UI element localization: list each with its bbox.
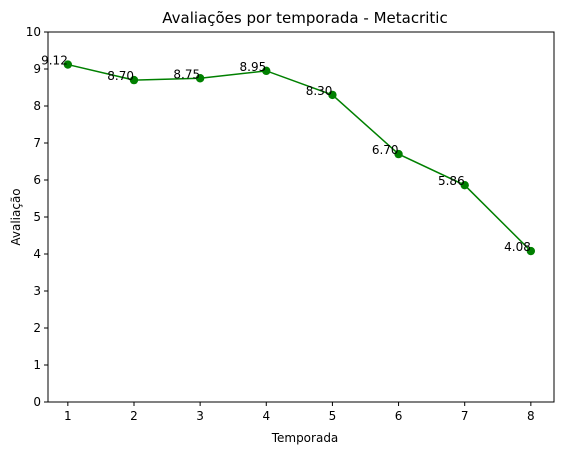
x-axis-label: Temporada: [271, 431, 339, 445]
data-point: [262, 66, 271, 76]
y-tick-label: 2: [33, 321, 41, 335]
data-point: [129, 75, 139, 85]
data-point: [195, 74, 205, 83]
x-axis: 1 2 3 4 5 6 7 8: [64, 402, 535, 423]
y-tick-label: 0: [33, 395, 41, 409]
y-tick-label: 1: [33, 358, 41, 372]
x-tick-label: 8: [527, 409, 535, 423]
y-tick-label: 4: [33, 247, 41, 261]
x-tick-label: 3: [196, 409, 204, 423]
data-label: 4.08: [504, 240, 531, 254]
data-label: 8.95: [240, 60, 267, 74]
y-axis-label: Avaliação: [9, 188, 23, 245]
y-tick-label: 10: [26, 25, 41, 39]
x-tick-label: 2: [130, 409, 138, 423]
data-label: 8.70: [107, 69, 134, 83]
y-tick-label: 6: [33, 173, 41, 187]
chart-title: Avaliações por temporada - Metacritic: [162, 9, 447, 27]
data-point: [526, 246, 536, 256]
series-line: [67, 63, 532, 252]
x-tick-label: 6: [395, 409, 403, 423]
plot-area: 9.12 8.70 8.75 8.95 8.30 6.70 5.86 4.08: [41, 54, 536, 256]
data-point: [328, 90, 337, 100]
x-tick-label: 5: [329, 409, 337, 423]
y-axis: 0 1 2 3 4 5 6 7 8 9 10: [26, 25, 48, 409]
y-tick-label: 3: [33, 284, 41, 298]
y-tick-label: 8: [33, 99, 41, 113]
x-tick-label: 4: [262, 409, 270, 423]
y-tick-label: 7: [33, 136, 41, 150]
data-point: [394, 149, 403, 159]
y-tick-label: 9: [33, 62, 41, 76]
data-point: [63, 60, 73, 69]
data-label: 9.12: [41, 54, 68, 68]
x-tick-label: 1: [64, 409, 72, 423]
data-point: [460, 180, 469, 190]
data-label: 5.86: [438, 174, 465, 188]
x-tick-label: 7: [461, 409, 469, 423]
y-tick-label: 5: [33, 210, 41, 224]
data-label: 6.70: [372, 143, 399, 157]
data-label: 8.75: [173, 67, 200, 81]
data-label: 8.30: [306, 84, 333, 98]
